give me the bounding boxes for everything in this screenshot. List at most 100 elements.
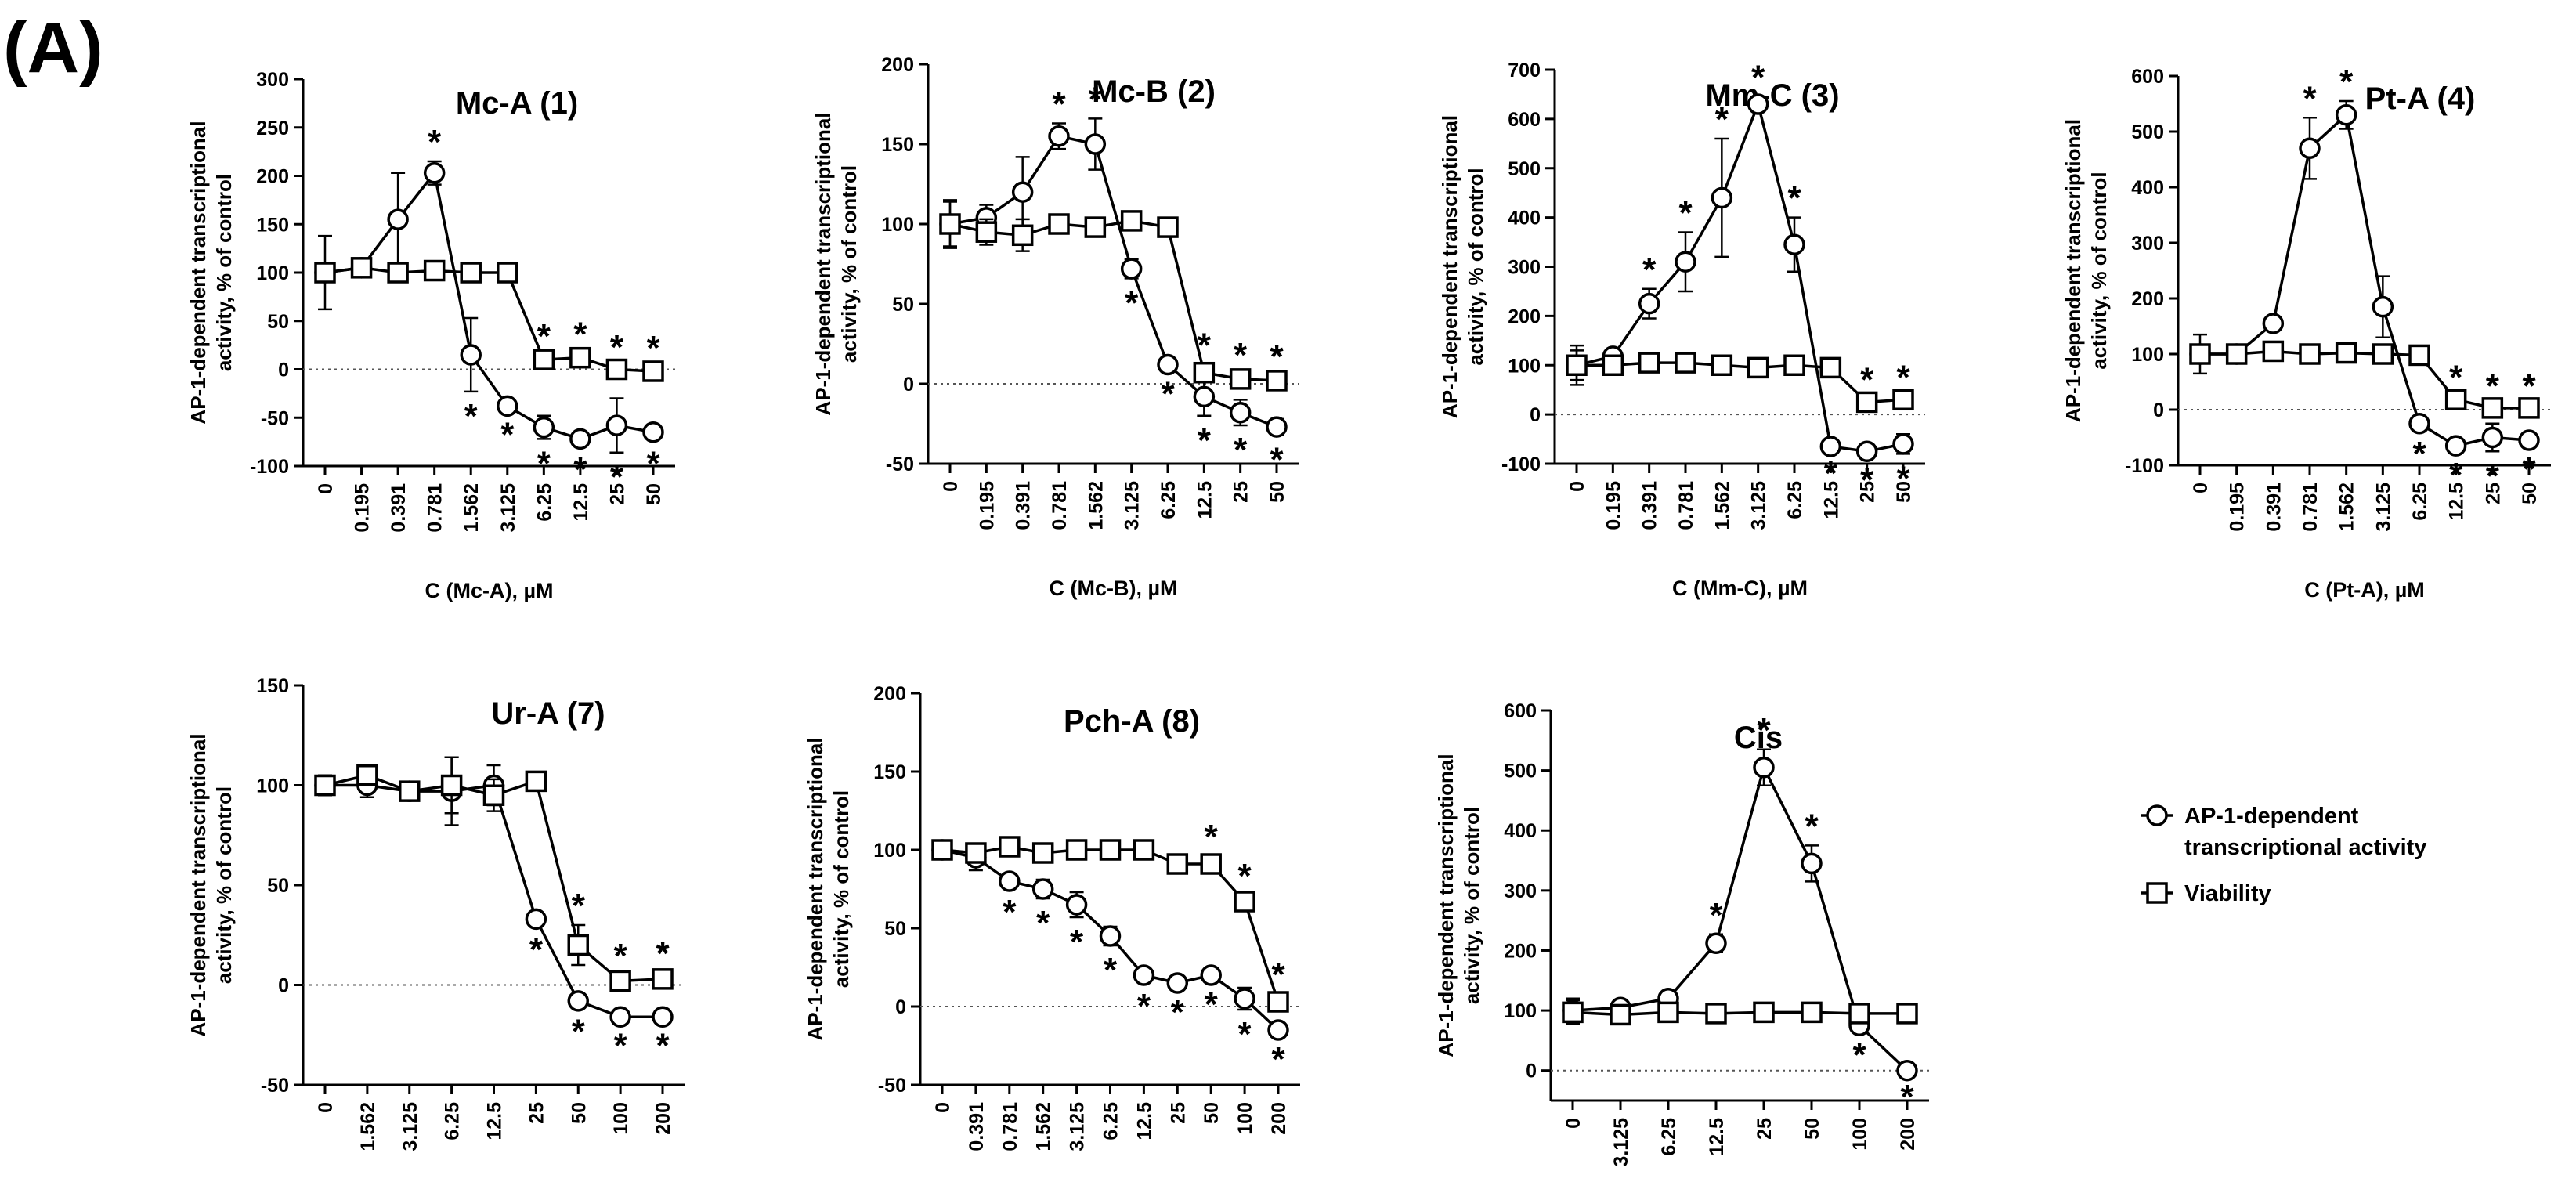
data-point-square [939, 213, 961, 235]
panel-label: (A) [3, 8, 103, 88]
data-point-square [1120, 210, 1143, 232]
data-point-square [350, 257, 373, 279]
y-tick-label: 50 [884, 918, 906, 940]
significance-star: * [646, 444, 660, 483]
y-tick-label: 0 [2153, 399, 2164, 421]
data-point-circle [2518, 429, 2540, 451]
significance-star: * [2303, 79, 2317, 117]
x-tick-label: 3.125 [1748, 481, 1770, 530]
chart-1: -100 -50 0 50 100 150 200 250 300 0 0.195 0.391 0.78… [186, 69, 675, 602]
data-point-square [1193, 361, 1216, 384]
y-tick-label: -100 [2125, 455, 2164, 477]
x-tick-label: 3.125 [1610, 1118, 1632, 1167]
x-tick-label: 100 [610, 1102, 632, 1135]
data-point-square [2262, 340, 2285, 363]
x-tick-label: 0.781 [999, 1102, 1021, 1151]
chart-2: -50 0 50 100 150 200 0 0.195 0.391 0.781 1.562 3.12… [811, 54, 1299, 600]
data-point-square [399, 780, 421, 802]
series-transcription: * * * * * [1562, 711, 1918, 1116]
x-tick-label: 0.195 [976, 481, 998, 530]
data-point-circle [1705, 932, 1727, 955]
y-tick-label: 0 [278, 975, 289, 997]
x-tick-label: 0 [1563, 1118, 1584, 1129]
significance-star: * [1270, 440, 1284, 479]
data-point-circle [1133, 964, 1155, 986]
data-point-square [1267, 991, 1289, 1013]
significance-star: * [1234, 431, 1248, 469]
y-tick-label: 100 [2131, 344, 2164, 366]
data-point-square [1133, 839, 1155, 861]
x-tick-label: 200 [652, 1102, 674, 1135]
data-point-square [1896, 1003, 1918, 1025]
significance-star: * [1089, 80, 1103, 118]
data-point-square [652, 968, 674, 990]
y-tick-label: 150 [873, 761, 906, 783]
data-point-square [387, 262, 409, 284]
x-tick-label: 3.125 [1067, 1102, 1089, 1151]
significance-star: * [1860, 361, 1874, 399]
data-point-circle [1084, 133, 1107, 155]
chart-3: -100 0 100 200 300 400 500 600 700 0 0.195 0.391 0.7… [1438, 59, 1925, 600]
data-point-square [2299, 343, 2321, 365]
data-point-circle [609, 1006, 631, 1028]
data-point-square [1819, 356, 1842, 379]
x-axis-title: C (Pch-A), µM [1041, 1198, 1179, 1200]
y-tick-label: 100 [873, 840, 906, 862]
data-point-square [1747, 356, 1769, 379]
y-axis-title-line1: AP-1-dependent transcriptional [186, 733, 210, 1036]
data-point-circle [1711, 186, 1733, 209]
x-tick-label: 0.391 [1639, 481, 1661, 530]
data-point-square [1711, 354, 1733, 376]
x-tick-label: 25 [606, 483, 628, 505]
x-tick-label: 12.5 [1820, 481, 1842, 519]
data-point-square [423, 259, 446, 282]
data-point-square [605, 358, 628, 381]
data-point-square [1048, 213, 1070, 235]
data-point-circle [2444, 435, 2467, 457]
series-transcription: * * * * * * * [939, 80, 1288, 479]
significance-star: * [1161, 375, 1175, 414]
y-tick-label: 250 [256, 117, 289, 139]
data-point-square [2372, 343, 2394, 365]
series-transcription: * * * * * * [2189, 63, 2540, 495]
significance-star: * [1205, 985, 1219, 1024]
data-point-circle [1229, 401, 1252, 424]
significance-star: * [1271, 1040, 1285, 1079]
y-axis-title-line1: AP-1-dependent transcriptional [804, 737, 827, 1040]
significance-star: * [1205, 818, 1219, 856]
y-tick-label: 0 [1526, 1061, 1537, 1083]
y-tick-label: 0 [278, 360, 289, 381]
x-tick-label: 0.391 [2263, 483, 2285, 532]
x-axis-title: C (Mc-B), µM [1049, 577, 1177, 600]
significance-star: * [1642, 251, 1657, 289]
x-tick-label: 1.562 [357, 1102, 379, 1151]
series-viability [1562, 999, 1918, 1026]
x-tick-label: 12.5 [2446, 483, 2468, 521]
y-tick-label: 600 [1508, 109, 1541, 131]
x-tick-label: 25 [1230, 481, 1252, 503]
data-point-square [999, 836, 1021, 858]
legend: AP-1-dependent transcriptional activity … [2141, 804, 2426, 906]
y-tick-label: 300 [256, 69, 289, 91]
data-point-square [440, 774, 463, 797]
data-point-circle [1157, 353, 1179, 376]
data-point-square [1602, 354, 1624, 376]
data-point-circle [1638, 292, 1660, 315]
y-tick-label: 300 [2131, 233, 2164, 255]
significance-star: * [1757, 711, 1771, 750]
y-tick-label: 200 [881, 54, 914, 76]
y-tick-label: 0 [903, 374, 914, 396]
significance-star: * [1125, 284, 1139, 322]
chart-title: Mm-C (3) [1705, 78, 1839, 113]
x-axis-title: C (Mm-C), µM [1672, 577, 1808, 600]
significance-star: * [1234, 336, 1248, 374]
significance-star: * [614, 937, 628, 975]
x-tick-label: 3.125 [399, 1102, 421, 1151]
x-tick-label: 12.5 [1194, 481, 1216, 519]
x-tick-label: 1.562 [1711, 481, 1733, 530]
significance-star: * [1751, 59, 1765, 97]
x-tick-label: 200 [1268, 1102, 1290, 1135]
y-tick-label: -100 [1501, 454, 1541, 475]
x-tick-label: 0 [940, 481, 962, 492]
significance-star: * [1715, 100, 1729, 139]
